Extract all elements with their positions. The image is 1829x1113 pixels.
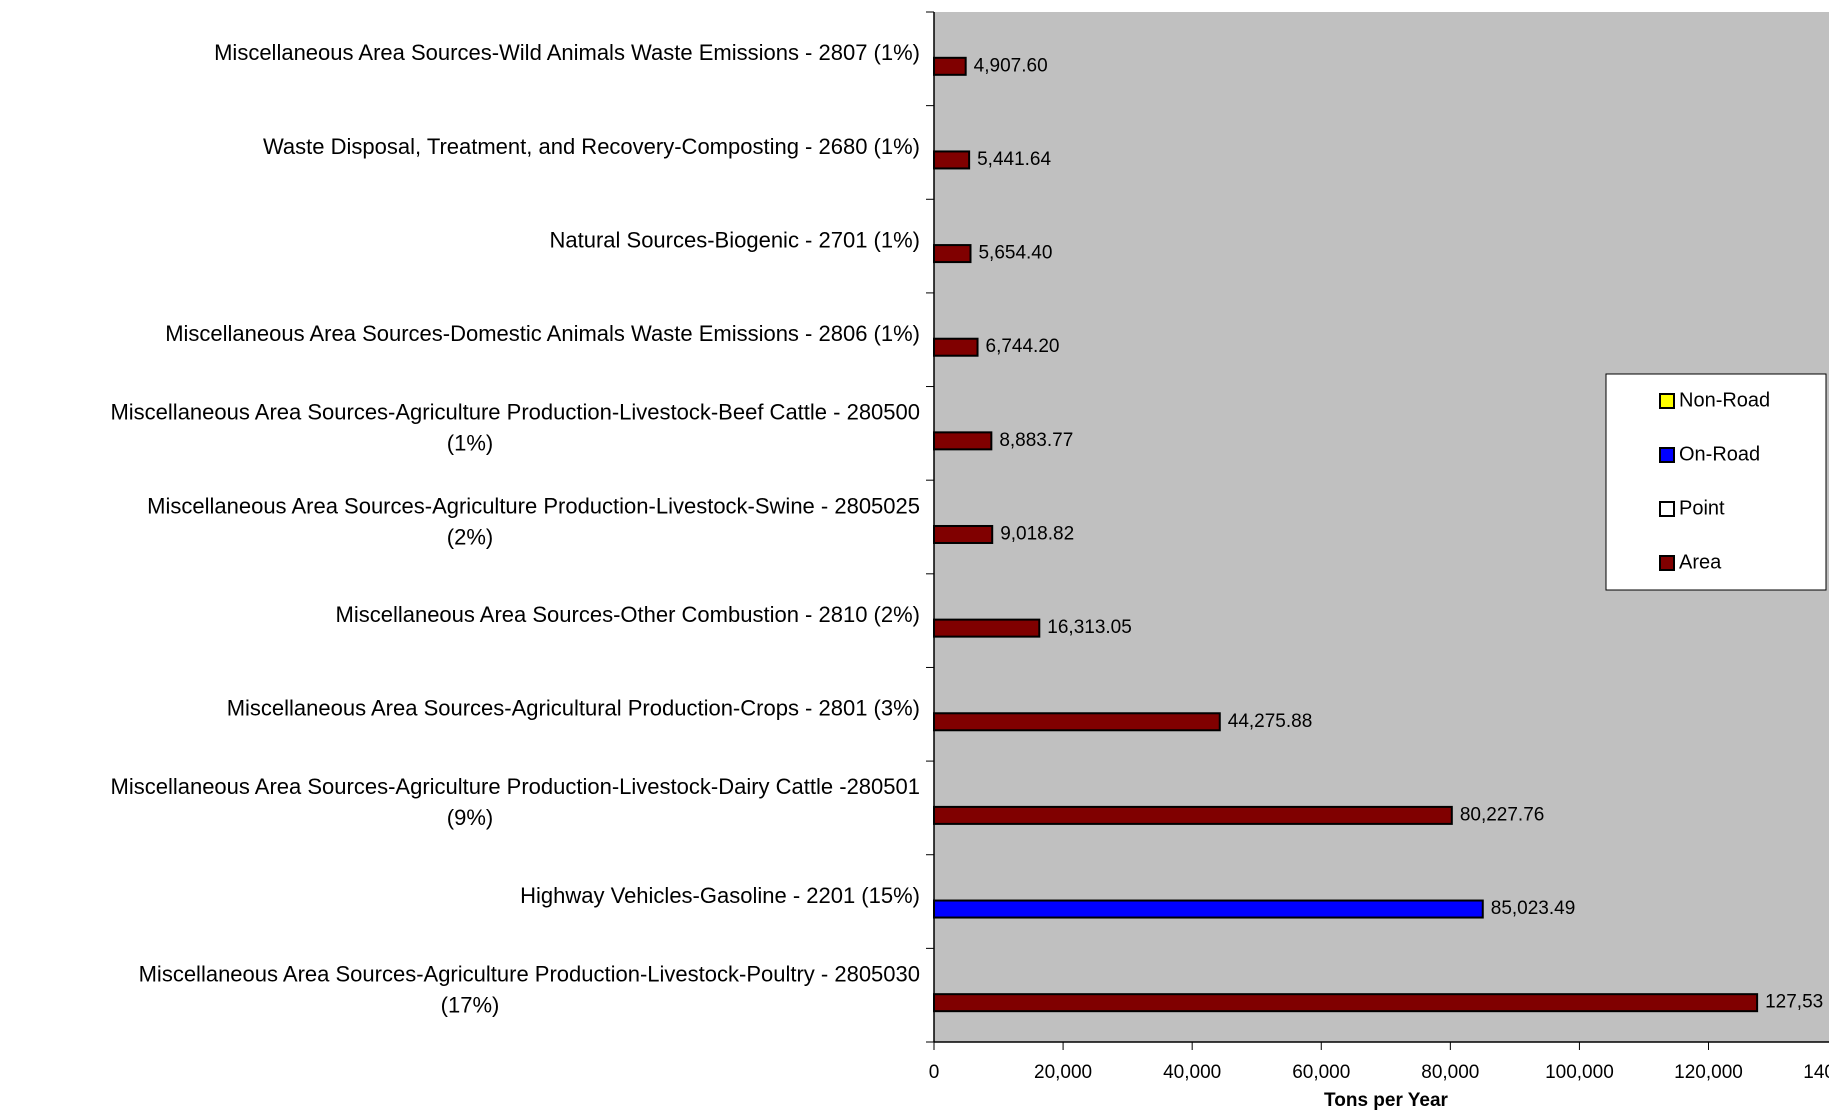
category-label-line: Highway Vehicles-Gasoline - 2201 (15%): [520, 883, 920, 908]
category-label: Miscellaneous Area Sources-Agriculture P…: [110, 399, 920, 455]
legend-box: [1605, 373, 1827, 591]
category-label-line: Miscellaneous Area Sources-Agriculture P…: [110, 399, 920, 424]
legend-label: Area: [1679, 551, 1722, 573]
category-label: Miscellaneous Area Sources-Agriculture P…: [139, 961, 920, 1017]
legend-swatch: [1659, 555, 1675, 571]
bar: [933, 993, 1759, 1013]
data-label: 5,441.64: [977, 149, 1051, 170]
legend-label: On-Road: [1679, 443, 1760, 465]
legend-label: Point: [1679, 497, 1725, 519]
category-label: Miscellaneous Area Sources-Domestic Anim…: [165, 321, 920, 346]
category-label-line: Miscellaneous Area Sources-Agriculture P…: [147, 493, 920, 518]
bar: [933, 337, 979, 357]
data-label: 5,654.40: [978, 243, 1052, 264]
bar: [933, 899, 1484, 919]
x-tick-label: 0: [929, 1062, 940, 1083]
category-label: Highway Vehicles-Gasoline - 2201 (15%): [520, 883, 920, 908]
x-axis-title: Tons per Year: [1324, 1090, 1449, 1111]
data-label: 16,313.05: [1047, 617, 1132, 638]
category-label-line: (9%): [447, 805, 493, 830]
category-label-line: Waste Disposal, Treatment, and Recovery-…: [263, 134, 920, 159]
data-label: 6,744.20: [986, 336, 1060, 357]
x-tick-label: 20,000: [1034, 1062, 1092, 1083]
category-label: Miscellaneous Area Sources-Other Combust…: [336, 602, 921, 627]
legend-label: Non-Road: [1679, 389, 1770, 411]
category-label: Waste Disposal, Treatment, and Recovery-…: [263, 134, 920, 159]
bar: [933, 56, 967, 76]
data-label: 44,275.88: [1228, 711, 1313, 732]
category-label-line: Miscellaneous Area Sources-Wild Animals …: [214, 40, 920, 65]
bar: [933, 431, 993, 451]
bar: [933, 805, 1453, 825]
category-label-line: Natural Sources-Biogenic - 2701 (1%): [549, 227, 920, 252]
category-label: Miscellaneous Area Sources-Agriculture P…: [111, 774, 921, 830]
category-label: Miscellaneous Area Sources-Agriculture P…: [147, 493, 920, 549]
bar: [933, 712, 1221, 732]
category-label: Natural Sources-Biogenic - 2701 (1%): [549, 227, 920, 252]
x-tick-label: 80,000: [1421, 1062, 1479, 1083]
category-label: Miscellaneous Area Sources-Wild Animals …: [214, 40, 920, 65]
data-label: 9,018.82: [1000, 524, 1074, 545]
x-tick-label: 40,000: [1163, 1062, 1221, 1083]
category-label-line: Miscellaneous Area Sources-Agricultural …: [227, 695, 920, 720]
category-label-line: (2%): [447, 524, 493, 549]
x-tick-label: 100,000: [1545, 1062, 1614, 1083]
bar: [933, 618, 1041, 638]
x-tick-label: 120,000: [1674, 1062, 1743, 1083]
data-label: 4,907.60: [974, 55, 1048, 76]
category-label-line: Miscellaneous Area Sources-Domestic Anim…: [165, 321, 920, 346]
legend-swatch: [1659, 447, 1675, 463]
x-tick-label: 60,000: [1292, 1062, 1350, 1083]
bar: [933, 150, 971, 170]
bar: [933, 524, 994, 544]
data-label: 127,53: [1765, 992, 1823, 1013]
bar: [933, 244, 972, 264]
x-tick-label: 140,000: [1803, 1062, 1829, 1083]
category-label: Miscellaneous Area Sources-Agricultural …: [227, 695, 920, 720]
data-label: 80,227.76: [1460, 804, 1545, 825]
category-label-line: (1%): [447, 430, 493, 455]
data-label: 8,883.77: [999, 430, 1073, 451]
data-label: 85,023.49: [1491, 898, 1576, 919]
category-label-line: (17%): [441, 992, 500, 1017]
category-label-line: Miscellaneous Area Sources-Agriculture P…: [139, 961, 920, 986]
legend-swatch: [1659, 393, 1675, 409]
category-label-line: Miscellaneous Area Sources-Other Combust…: [336, 602, 921, 627]
legend-swatch: [1659, 501, 1675, 517]
category-label-line: Miscellaneous Area Sources-Agriculture P…: [111, 774, 921, 799]
